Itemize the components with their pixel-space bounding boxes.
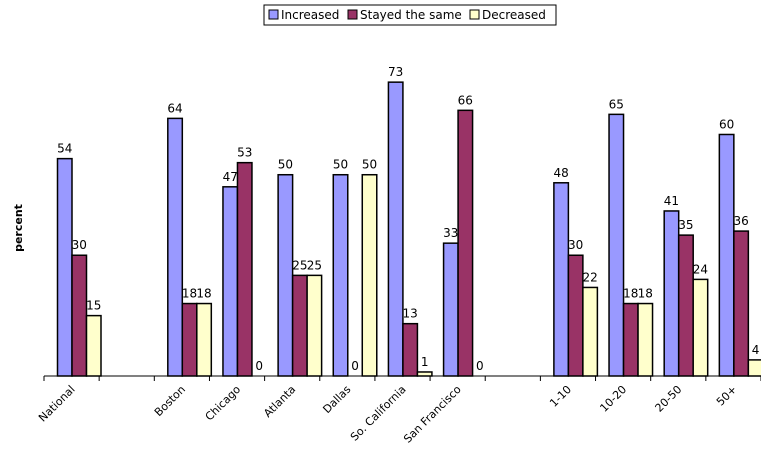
bar-decreased xyxy=(747,359,761,377)
data-label: 53 xyxy=(237,146,252,160)
bar-stayed-the-same xyxy=(622,302,639,377)
bar-stayed-the-same xyxy=(567,254,584,377)
data-label: 0 xyxy=(351,359,359,373)
data-label: 0 xyxy=(255,359,263,373)
data-label: 22 xyxy=(582,270,597,284)
bar-stayed-the-same xyxy=(291,274,308,377)
data-label: 24 xyxy=(693,262,708,276)
data-label: 0 xyxy=(476,359,484,373)
y-axis-label: percent xyxy=(12,204,25,252)
data-label: 50 xyxy=(362,158,377,172)
bar-increased xyxy=(167,117,184,377)
data-label: 41 xyxy=(664,194,679,208)
x-tick-label: 10-20 xyxy=(597,383,629,415)
x-tick-label: 1-10 xyxy=(547,383,574,410)
x-axis xyxy=(43,375,761,381)
data-label: 64 xyxy=(167,101,182,115)
x-tick-label: 20-50 xyxy=(653,383,685,415)
bar-decreased xyxy=(692,278,709,377)
data-label: 65 xyxy=(609,97,624,111)
legend-label: Decreased xyxy=(482,8,546,22)
bar-increased xyxy=(387,81,404,377)
legend-swatch xyxy=(347,9,358,20)
bar-increased xyxy=(608,113,625,377)
data-label: 15 xyxy=(86,299,101,313)
data-label: 30 xyxy=(568,238,583,252)
bar-decreased xyxy=(306,274,323,377)
data-label: 13 xyxy=(403,307,418,321)
data-label: 50 xyxy=(278,158,293,172)
bar-stayed-the-same xyxy=(457,109,474,377)
x-tick-label: Dallas xyxy=(320,383,353,416)
data-label: 1 xyxy=(421,355,429,369)
data-label: 73 xyxy=(388,65,403,79)
legend-swatch xyxy=(268,9,279,20)
data-label: 18 xyxy=(623,287,638,301)
data-label: 54 xyxy=(57,142,72,156)
bar-stayed-the-same xyxy=(181,302,198,377)
legend-label: Increased xyxy=(281,8,339,22)
bar-decreased xyxy=(85,314,102,377)
data-label: 18 xyxy=(638,287,653,301)
bar-increased xyxy=(442,242,459,377)
legend-swatch xyxy=(469,9,480,20)
data-label: 25 xyxy=(307,258,322,272)
bar-increased xyxy=(553,182,570,377)
bar-decreased xyxy=(637,302,654,377)
bar-stayed-the-same xyxy=(733,230,750,377)
data-label: 30 xyxy=(72,238,87,252)
x-tick-label: 50+ xyxy=(714,383,740,409)
data-label: 33 xyxy=(443,226,458,240)
bar-increased xyxy=(277,173,294,377)
x-tick-label: Chicago xyxy=(203,383,244,424)
data-label: 66 xyxy=(458,93,473,107)
bar-increased xyxy=(332,173,349,377)
bar-decreased xyxy=(582,286,599,377)
data-label: 47 xyxy=(223,170,238,184)
legend-label: Stayed the same xyxy=(360,8,462,22)
x-tick-label: So. California xyxy=(348,383,409,444)
data-label: 18 xyxy=(196,287,211,301)
data-label: 48 xyxy=(553,166,568,180)
bars xyxy=(56,81,761,377)
x-tick-label: San Francisco xyxy=(401,383,464,446)
bar-increased xyxy=(718,133,735,377)
x-tick-label: Boston xyxy=(152,383,188,419)
data-label: 18 xyxy=(182,287,197,301)
bar-decreased xyxy=(416,371,433,377)
data-label: 35 xyxy=(678,218,693,232)
x-tick-label: National xyxy=(36,383,78,425)
data-label: 60 xyxy=(719,117,734,131)
bar-decreased xyxy=(196,302,213,377)
bar-stayed-the-same xyxy=(402,322,419,377)
data-label: 50 xyxy=(333,158,348,172)
bar-stayed-the-same xyxy=(677,234,694,377)
x-tick-label: Atlanta xyxy=(261,383,298,420)
bar-increased xyxy=(222,186,239,377)
bar-decreased xyxy=(361,173,378,377)
legend-box xyxy=(263,4,557,26)
bar-increased xyxy=(663,210,680,377)
data-label: 36 xyxy=(733,214,748,228)
bar-stayed-the-same xyxy=(236,161,253,377)
data-label: 25 xyxy=(292,258,307,272)
legend: Increased Stayed the same Decreased xyxy=(263,4,557,26)
bar-increased xyxy=(56,157,73,377)
data-label: 4 xyxy=(752,343,760,357)
bar-stayed-the-same xyxy=(71,254,88,377)
